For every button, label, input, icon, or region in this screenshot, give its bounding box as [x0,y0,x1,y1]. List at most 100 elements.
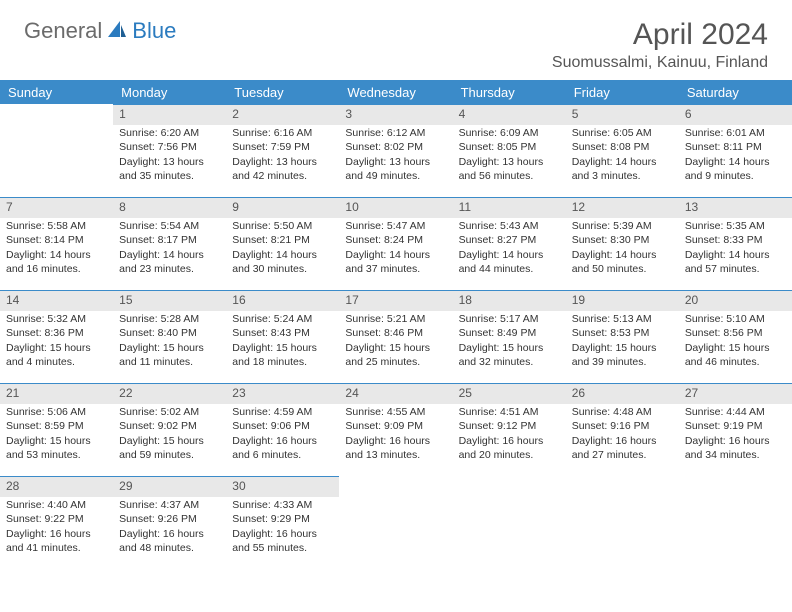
weekday-header: Thursday [453,80,566,104]
location-text: Suomussalmi, Kainuu, Finland [552,54,768,72]
daylight-text: Daylight: 14 hours and 23 minutes. [119,249,220,276]
day-content: Sunrise: 5:21 AMSunset: 8:46 PMDaylight:… [339,311,452,375]
sunset-text: Sunset: 8:08 PM [572,141,673,155]
page-header: General Blue April 2024 Suomussalmi, Kai… [0,0,792,80]
calendar-day-cell: 21Sunrise: 5:06 AMSunset: 8:59 PMDayligh… [0,383,113,476]
daylight-text: Daylight: 14 hours and 3 minutes. [572,156,673,183]
day-number: 6 [679,104,792,125]
brand-text-blue: Blue [132,18,176,44]
day-content: Sunrise: 5:58 AMSunset: 8:14 PMDaylight:… [0,218,113,282]
sunrise-text: Sunrise: 6:09 AM [459,127,560,141]
daylight-text: Daylight: 15 hours and 32 minutes. [459,342,560,369]
title-block: April 2024 Suomussalmi, Kainuu, Finland [552,18,768,72]
calendar-day-cell: 25Sunrise: 4:51 AMSunset: 9:12 PMDayligh… [453,383,566,476]
day-number: 14 [0,290,113,311]
sunset-text: Sunset: 9:26 PM [119,513,220,527]
sunrise-text: Sunrise: 4:55 AM [345,406,446,420]
sunrise-text: Sunrise: 6:20 AM [119,127,220,141]
calendar-day-cell [566,476,679,569]
calendar-week-row: 28Sunrise: 4:40 AMSunset: 9:22 PMDayligh… [0,476,792,569]
day-content: Sunrise: 5:32 AMSunset: 8:36 PMDaylight:… [0,311,113,375]
daylight-text: Daylight: 16 hours and 48 minutes. [119,528,220,555]
day-content: Sunrise: 5:02 AMSunset: 9:02 PMDaylight:… [113,404,226,468]
day-number: 30 [226,476,339,497]
day-content: Sunrise: 6:05 AMSunset: 8:08 PMDaylight:… [566,125,679,189]
day-content: Sunrise: 6:16 AMSunset: 7:59 PMDaylight:… [226,125,339,189]
brand-text-general: General [24,18,102,44]
calendar-day-cell: 7Sunrise: 5:58 AMSunset: 8:14 PMDaylight… [0,197,113,290]
daylight-text: Daylight: 15 hours and 4 minutes. [6,342,107,369]
calendar-day-cell: 28Sunrise: 4:40 AMSunset: 9:22 PMDayligh… [0,476,113,569]
weekday-header: Wednesday [339,80,452,104]
calendar-day-cell: 26Sunrise: 4:48 AMSunset: 9:16 PMDayligh… [566,383,679,476]
calendar-day-cell: 29Sunrise: 4:37 AMSunset: 9:26 PMDayligh… [113,476,226,569]
sunrise-text: Sunrise: 5:10 AM [685,313,786,327]
calendar-day-cell: 27Sunrise: 4:44 AMSunset: 9:19 PMDayligh… [679,383,792,476]
day-content: Sunrise: 4:48 AMSunset: 9:16 PMDaylight:… [566,404,679,468]
daylight-text: Daylight: 13 hours and 42 minutes. [232,156,333,183]
weekday-header: Friday [566,80,679,104]
calendar-day-cell: 18Sunrise: 5:17 AMSunset: 8:49 PMDayligh… [453,290,566,383]
calendar-day-cell [679,476,792,569]
sunset-text: Sunset: 9:16 PM [572,420,673,434]
daylight-text: Daylight: 15 hours and 46 minutes. [685,342,786,369]
weekday-header: Sunday [0,80,113,104]
sunset-text: Sunset: 8:27 PM [459,234,560,248]
day-number: 9 [226,197,339,218]
daylight-text: Daylight: 13 hours and 35 minutes. [119,156,220,183]
sunset-text: Sunset: 9:12 PM [459,420,560,434]
calendar-day-cell: 3Sunrise: 6:12 AMSunset: 8:02 PMDaylight… [339,104,452,197]
daylight-text: Daylight: 14 hours and 50 minutes. [572,249,673,276]
day-number: 24 [339,383,452,404]
calendar-day-cell [0,104,113,197]
day-content: Sunrise: 5:47 AMSunset: 8:24 PMDaylight:… [339,218,452,282]
sunrise-text: Sunrise: 5:32 AM [6,313,107,327]
day-content: Sunrise: 5:10 AMSunset: 8:56 PMDaylight:… [679,311,792,375]
sunrise-text: Sunrise: 4:51 AM [459,406,560,420]
sunset-text: Sunset: 8:05 PM [459,141,560,155]
sunrise-text: Sunrise: 6:12 AM [345,127,446,141]
sunrise-text: Sunrise: 5:50 AM [232,220,333,234]
sunrise-text: Sunrise: 5:02 AM [119,406,220,420]
daylight-text: Daylight: 16 hours and 34 minutes. [685,435,786,462]
sunrise-text: Sunrise: 5:39 AM [572,220,673,234]
day-number: 1 [113,104,226,125]
calendar-table: SundayMondayTuesdayWednesdayThursdayFrid… [0,80,792,569]
day-number: 27 [679,383,792,404]
sunrise-text: Sunrise: 5:43 AM [459,220,560,234]
sunset-text: Sunset: 8:24 PM [345,234,446,248]
day-content: Sunrise: 4:40 AMSunset: 9:22 PMDaylight:… [0,497,113,561]
calendar-day-cell: 4Sunrise: 6:09 AMSunset: 8:05 PMDaylight… [453,104,566,197]
sunrise-text: Sunrise: 5:06 AM [6,406,107,420]
sunset-text: Sunset: 8:17 PM [119,234,220,248]
sunset-text: Sunset: 8:59 PM [6,420,107,434]
sunrise-text: Sunrise: 5:21 AM [345,313,446,327]
day-content: Sunrise: 6:09 AMSunset: 8:05 PMDaylight:… [453,125,566,189]
calendar-day-cell: 20Sunrise: 5:10 AMSunset: 8:56 PMDayligh… [679,290,792,383]
sunrise-text: Sunrise: 4:44 AM [685,406,786,420]
daylight-text: Daylight: 15 hours and 59 minutes. [119,435,220,462]
day-content: Sunrise: 4:37 AMSunset: 9:26 PMDaylight:… [113,497,226,561]
sunrise-text: Sunrise: 6:16 AM [232,127,333,141]
calendar-day-cell: 15Sunrise: 5:28 AMSunset: 8:40 PMDayligh… [113,290,226,383]
sunrise-text: Sunrise: 6:05 AM [572,127,673,141]
daylight-text: Daylight: 15 hours and 39 minutes. [572,342,673,369]
calendar-day-cell: 12Sunrise: 5:39 AMSunset: 8:30 PMDayligh… [566,197,679,290]
day-number: 11 [453,197,566,218]
sunset-text: Sunset: 7:59 PM [232,141,333,155]
calendar-day-cell: 8Sunrise: 5:54 AMSunset: 8:17 PMDaylight… [113,197,226,290]
daylight-text: Daylight: 14 hours and 16 minutes. [6,249,107,276]
daylight-text: Daylight: 16 hours and 20 minutes. [459,435,560,462]
day-number: 10 [339,197,452,218]
day-number: 12 [566,197,679,218]
sunrise-text: Sunrise: 5:13 AM [572,313,673,327]
day-number: 19 [566,290,679,311]
day-number: 8 [113,197,226,218]
day-number: 3 [339,104,452,125]
calendar-day-cell [453,476,566,569]
sunset-text: Sunset: 8:53 PM [572,327,673,341]
weekday-header: Tuesday [226,80,339,104]
day-content: Sunrise: 5:13 AMSunset: 8:53 PMDaylight:… [566,311,679,375]
month-title: April 2024 [552,18,768,52]
day-content: Sunrise: 5:35 AMSunset: 8:33 PMDaylight:… [679,218,792,282]
